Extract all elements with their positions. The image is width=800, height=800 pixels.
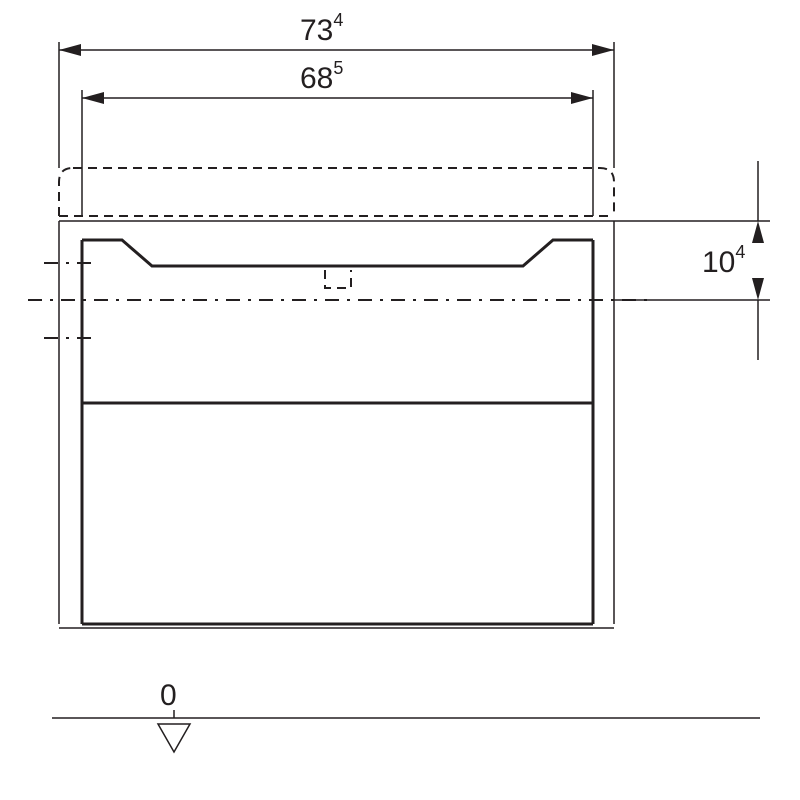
svg-text:685: 685 (300, 58, 343, 95)
svg-text:734: 734 (300, 10, 343, 47)
svg-text:0: 0 (160, 679, 177, 712)
svg-text:104: 104 (702, 242, 745, 279)
technical-drawing: 734 685 104 0 (0, 0, 800, 800)
